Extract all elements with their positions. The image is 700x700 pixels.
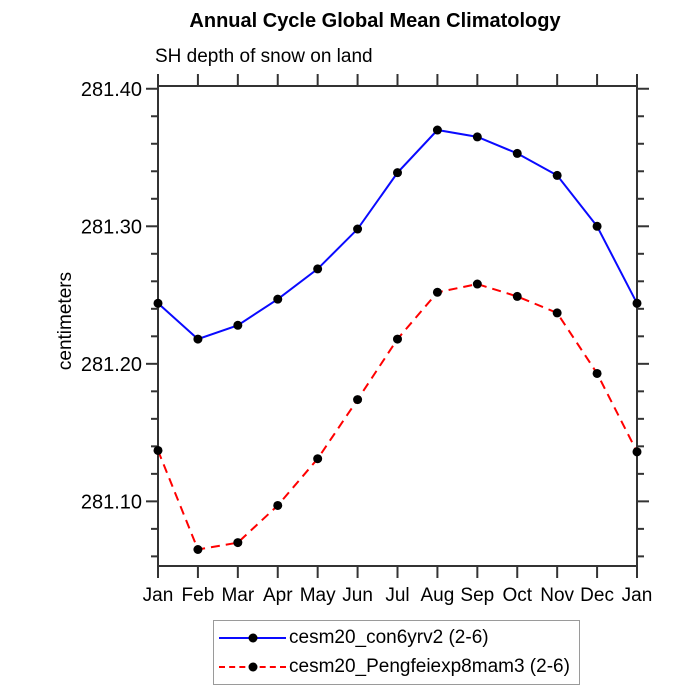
plot-frame: [157, 85, 638, 567]
chart-subtitle: SH depth of snow on land: [155, 46, 373, 67]
data-point-marker: [432, 287, 442, 297]
x-tick-label: Nov: [540, 585, 574, 606]
circle-marker-icon: [248, 662, 257, 672]
data-point-marker: [512, 148, 522, 158]
legend-label: cesm20_Pengfeiexp8mam3 (2-6): [289, 656, 570, 677]
y-tick-label: 281.30: [81, 216, 142, 238]
legend-label: cesm20_con6yrv2 (2-6): [289, 627, 489, 648]
legend-box: cesm20_con6yrv2 (2-6) cesm20_Pengfeiexp8…: [213, 620, 580, 685]
data-point-marker: [632, 298, 642, 308]
data-point-marker: [313, 454, 323, 464]
x-tick-label: Jun: [342, 585, 373, 606]
chart-title: Annual Cycle Global Mean Climatology: [189, 10, 561, 32]
x-tick-label: Jul: [385, 585, 409, 606]
x-tick-label: Aug: [421, 585, 455, 606]
legend-item-series-0: cesm20_con6yrv2 (2-6): [214, 627, 579, 649]
x-tick-label: Feb: [182, 585, 215, 606]
data-point-marker: [393, 334, 402, 344]
x-tick-label: Oct: [502, 585, 532, 606]
data-point-marker: [432, 125, 442, 135]
x-tick-label: Jan: [143, 585, 174, 606]
series-line-1: [157, 283, 638, 551]
data-point-marker: [193, 544, 203, 554]
data-point-marker: [273, 294, 283, 304]
legend-item-series-1: cesm20_Pengfeiexp8mam3 (2-6): [214, 656, 579, 678]
x-tick-label: Dec: [580, 585, 614, 606]
data-point-marker: [592, 368, 602, 378]
data-point-marker: [313, 264, 323, 274]
legend-swatch-0: [219, 633, 286, 643]
y-tick-label: 281.40: [81, 79, 142, 101]
data-point-marker: [592, 221, 602, 231]
y-tick-label: 281.10: [81, 491, 142, 513]
x-tick-label: Jan: [622, 585, 653, 606]
data-point-marker: [552, 308, 562, 318]
data-point-marker: [393, 168, 402, 178]
data-point-marker: [632, 447, 642, 457]
data-point-marker: [153, 445, 163, 455]
data-point-marker: [273, 500, 283, 510]
data-point-marker: [193, 334, 203, 344]
x-tick-label: Sep: [460, 585, 494, 606]
data-point-marker: [233, 320, 243, 330]
data-point-marker: [472, 132, 482, 142]
x-tick-label: May: [300, 585, 336, 606]
series-line-0: [157, 128, 638, 341]
legend-swatch-1: [219, 662, 286, 672]
data-point-marker: [552, 170, 562, 180]
data-point-marker: [153, 298, 163, 308]
data-point-marker: [512, 291, 522, 301]
data-point-marker: [353, 224, 363, 234]
y-tick-label: 281.20: [81, 354, 142, 376]
x-tick-label: Mar: [221, 585, 254, 606]
data-point-marker: [233, 538, 243, 548]
data-point-marker: [472, 279, 482, 289]
circle-marker-icon: [248, 633, 257, 643]
data-point-marker: [353, 395, 363, 405]
x-tick-label: Apr: [263, 585, 293, 606]
